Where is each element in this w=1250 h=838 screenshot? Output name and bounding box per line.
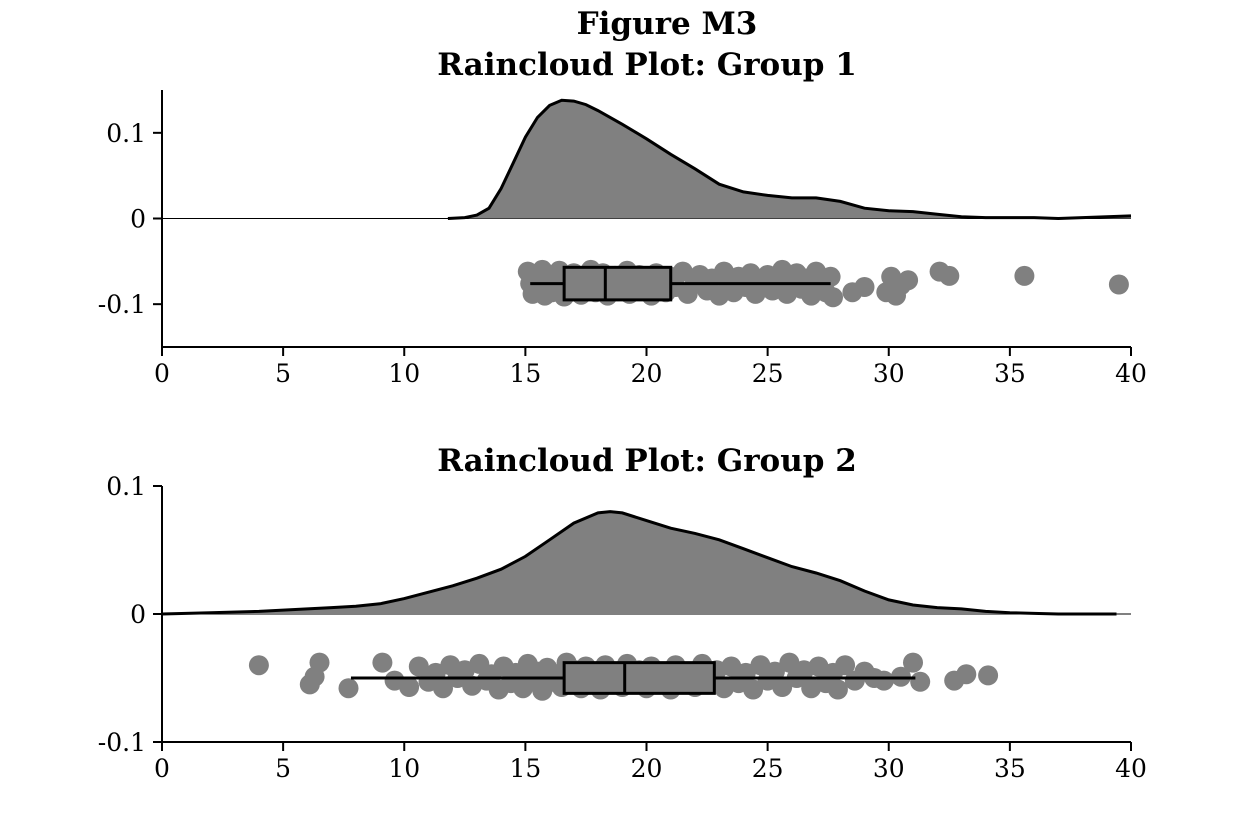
- x-tick-label: 15: [509, 359, 541, 388]
- density-cloud-outline: [161, 510, 1117, 616]
- rain-point: [835, 655, 856, 676]
- box-iqr: [562, 661, 716, 695]
- x-tick-label: 0: [154, 359, 170, 388]
- x-tick-label: 40: [1115, 359, 1147, 388]
- x-tick-label: 10: [388, 359, 420, 388]
- density-cloud-fill: [447, 100, 1132, 219]
- panel-group-2: Raincloud Plot: Group 2 0 5 10 15 20 25 30 35 40…: [98, 443, 1147, 783]
- x-tick-label: 25: [752, 359, 784, 388]
- rain-point: [408, 656, 429, 677]
- rain-point: [743, 679, 764, 700]
- x-tick-label: 25: [752, 754, 784, 783]
- rain-point: [1014, 265, 1035, 286]
- rain-point: [956, 664, 977, 685]
- rain-point: [898, 270, 919, 291]
- x-tick-label: 15: [509, 754, 541, 783]
- rain-point: [372, 652, 393, 673]
- y-tick-label: -0.1: [98, 728, 146, 757]
- x-tick-label: 0: [154, 754, 170, 783]
- x-tick-label: 20: [631, 754, 663, 783]
- y-tick-label: 0: [130, 205, 146, 234]
- y-tick-label: 0.1: [106, 119, 146, 148]
- rain-point: [772, 677, 793, 697]
- rain-point: [873, 670, 894, 691]
- x-tick-label: 30: [873, 359, 905, 388]
- y-tick-label: -0.1: [98, 290, 146, 319]
- x-tick-label: 20: [631, 359, 663, 388]
- rain-point: [823, 287, 843, 308]
- rain-point: [1108, 274, 1129, 295]
- x-tick-label: 35: [994, 754, 1026, 783]
- x-tick-label: 40: [1115, 754, 1147, 783]
- rain-point: [939, 265, 960, 286]
- rain-point: [903, 652, 923, 673]
- panel-title-group-2: Raincloud Plot: Group 2: [437, 443, 857, 479]
- box-iqr: [562, 265, 673, 302]
- density-cloud-outline: [447, 98, 1132, 221]
- x-tick-label: 35: [994, 359, 1026, 388]
- rain-point: [910, 671, 931, 692]
- rain-point: [854, 277, 875, 297]
- rain-point: [399, 677, 420, 697]
- rain-point: [433, 678, 453, 699]
- x-tick-label: 5: [275, 754, 291, 783]
- panel-title-group-1: Raincloud Plot: Group 1: [437, 47, 857, 83]
- x-tick-label: 5: [275, 359, 291, 388]
- y-tick-label: 0: [130, 600, 146, 629]
- rain-point: [827, 679, 848, 700]
- x-tick-label: 30: [873, 754, 905, 783]
- rain-point: [248, 655, 269, 676]
- density-cloud-fill: [162, 511, 1117, 614]
- rain-point: [820, 266, 841, 287]
- rain-point: [309, 652, 330, 673]
- figure-title: Figure M3: [577, 6, 758, 42]
- rain-point: [338, 678, 359, 699]
- x-tick-label: 10: [388, 754, 420, 783]
- rain-point: [978, 665, 999, 686]
- panel-group-1: Raincloud Plot: Group 1 0 5 10 15 20 25 30 35 40…: [98, 47, 1147, 388]
- y-tick-label: 0.1: [106, 472, 146, 501]
